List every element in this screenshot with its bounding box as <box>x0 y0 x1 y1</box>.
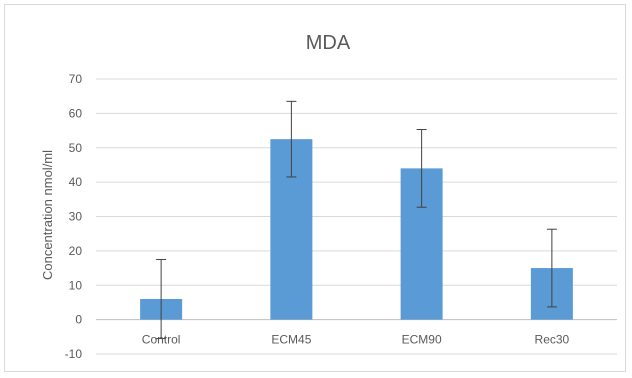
x-tick-label: Rec30 <box>535 333 570 347</box>
x-tick-label: ECM90 <box>402 333 442 347</box>
x-tick-label: Control <box>142 333 181 347</box>
bars <box>140 139 573 320</box>
y-tick-label: 60 <box>69 106 83 120</box>
y-tick-label: 50 <box>69 141 83 155</box>
chart-title: MDA <box>306 32 351 54</box>
x-axis-ticks: Control ECM45 ECM90 Rec30 <box>142 333 570 347</box>
y-tick-label: 70 <box>69 72 83 86</box>
chart-area <box>4 4 626 372</box>
error-bar-rec30 <box>546 228 557 308</box>
y-tick-label: 20 <box>69 244 83 258</box>
x-tick-label: ECM45 <box>271 333 311 347</box>
error-bar-ecm90 <box>416 129 427 208</box>
gridlines <box>96 78 617 355</box>
y-tick-label: 30 <box>69 210 83 224</box>
y-tick-label: -10 <box>65 347 83 361</box>
error-bar-ecm45 <box>286 100 297 178</box>
y-tick-label: 40 <box>69 175 83 189</box>
y-tick-label: 10 <box>69 278 83 292</box>
y-axis-ticks: -10 0 10 20 30 40 50 60 70 <box>65 72 83 361</box>
y-tick-label: 0 <box>75 313 82 327</box>
y-axis-title: Concentration nmol/ml <box>40 150 55 280</box>
error-bar-control <box>156 258 167 340</box>
error-bars <box>156 100 557 340</box>
